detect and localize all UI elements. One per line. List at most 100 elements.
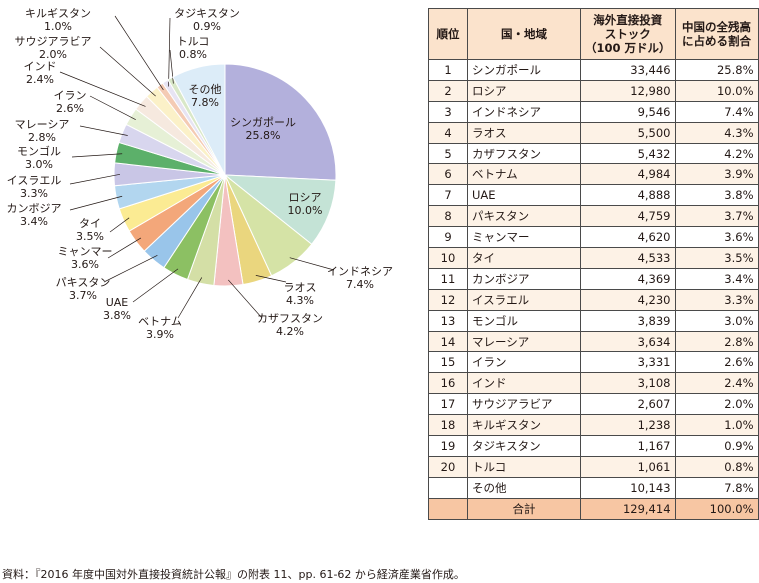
rank-cell: 11 — [428, 267, 468, 290]
stock-cell: 4,888 — [580, 184, 676, 207]
stock-cell: 4,230 — [580, 288, 676, 311]
slice-label: ラオス — [284, 281, 317, 294]
slice-percent-label: 0.8% — [179, 48, 207, 61]
header-stock-line-2: ストック — [604, 27, 651, 41]
rank-cell: 10 — [428, 247, 468, 269]
leader-line — [169, 49, 174, 84]
stock-cell: 4,620 — [580, 226, 676, 249]
source-note: 資料：『2016 年度中国対外直接投資統計公報』の附表 11、pp. 61-62… — [2, 568, 465, 581]
stock-cell: 33,446 — [580, 59, 676, 81]
table-row: 17 サウジアラビア 2,607 2.0% — [428, 393, 759, 416]
slice-percent-label: 1.0% — [44, 20, 72, 33]
share-cell: 7.8% — [674, 476, 759, 499]
country-cell: トルコ — [467, 455, 581, 478]
table-row: 13 モンゴル 3,839 3.0% — [428, 309, 759, 332]
rank-cell: 12 — [428, 288, 468, 311]
table-row: 12 イスラエル 4,230 3.3% — [428, 288, 759, 311]
country-cell: イラン — [467, 351, 581, 374]
rank-cell: 15 — [428, 351, 468, 374]
total-row: 合計 129,414 100.0% — [428, 497, 759, 520]
stock-cell: 10,143 — [580, 476, 676, 499]
slice-label: カザフスタン — [257, 312, 323, 325]
share-cell: 3.5% — [674, 247, 759, 269]
header-stock: 海外直接投資 ストック （100 万ドル） — [580, 8, 676, 60]
share-cell: 2.6% — [674, 351, 759, 374]
slice-label: シンガポール — [230, 116, 296, 129]
share-cell: 1.0% — [674, 414, 759, 437]
data-table: 順位 国・地域 海外直接投資 ストック （100 万ドル） 中国の全残高 に占め… — [428, 8, 759, 520]
rank-cell: 2 — [428, 79, 468, 102]
country-cell: キルギスタン — [467, 414, 581, 437]
slice-percent-label: 2.0% — [39, 48, 67, 61]
rank-cell: 5 — [428, 142, 468, 165]
slice-percent-label: 25.8% — [246, 129, 281, 142]
share-cell: 3.9% — [674, 163, 759, 186]
pie-slice — [172, 63, 226, 176]
slice-label: イラン — [54, 89, 87, 102]
rank-cell: 20 — [428, 455, 468, 478]
slice-label: マレーシア — [15, 118, 70, 131]
country-cell: イスラエル — [467, 288, 581, 311]
table-body: 1 シンガポール 33,446 25.8% 2 ロシア 12,980 10.0% 3 インドネシア… — [428, 59, 759, 499]
table-row: その他 10,143 7.8% — [428, 476, 759, 499]
slice-percent-label: 2.4% — [26, 73, 54, 86]
total-rank-cell — [428, 497, 468, 520]
leader-line — [99, 46, 156, 97]
slice-percent-label: 7.4% — [346, 278, 374, 291]
table-row: 7 UAE 4,888 3.8% — [428, 184, 759, 207]
slice-percent-label: 3.7% — [69, 289, 97, 302]
slice-percent-label: 3.0% — [25, 158, 53, 171]
country-cell: その他 — [467, 476, 581, 499]
rank-cell: 14 — [428, 330, 468, 353]
country-cell: カンボジア — [467, 267, 581, 290]
slice-percent-label: 3.6% — [71, 258, 99, 271]
slice-percent-label: 10.0% — [288, 204, 323, 217]
stock-cell: 4,759 — [580, 205, 676, 228]
header-share-line-2: に占める割合 — [682, 34, 752, 48]
country-cell: カザフスタン — [467, 142, 581, 165]
total-stock: 129,414 — [580, 497, 676, 520]
slice-label: サウジアラビア — [15, 35, 92, 48]
table-row: 19 タジキスタン 1,167 0.9% — [428, 435, 759, 457]
rank-cell: 19 — [428, 435, 468, 457]
leader-line — [107, 237, 142, 259]
slice-percent-label: 7.8% — [191, 96, 219, 109]
country-cell: パキスタン — [467, 205, 581, 228]
leader-line — [89, 95, 136, 120]
slice-percent-label: 2.6% — [56, 102, 84, 115]
country-cell: タジキスタン — [467, 435, 581, 457]
country-cell: モンゴル — [467, 309, 581, 332]
share-cell: 25.8% — [674, 59, 759, 81]
slice-label: トルコ — [177, 35, 210, 48]
slice-label: ミャンマー — [58, 245, 113, 258]
header-rank: 順位 — [428, 8, 468, 60]
leader-line — [109, 217, 130, 233]
table-row: 6 ベトナム 4,984 3.9% — [428, 163, 759, 186]
slice-label: インド — [24, 60, 57, 73]
table-row: 11 カンボジア 4,369 3.4% — [428, 267, 759, 290]
country-cell: インドネシア — [467, 100, 581, 123]
country-cell: ラオス — [467, 121, 581, 144]
table-row: 14 マレーシア 3,634 2.8% — [428, 330, 759, 353]
stock-cell: 1,167 — [580, 435, 676, 457]
header-country: 国・地域 — [467, 8, 581, 60]
slice-label: ベトナム — [138, 315, 182, 328]
share-cell: 3.8% — [674, 184, 759, 207]
leader-line — [59, 71, 146, 107]
slice-percent-label: 3.4% — [20, 215, 48, 228]
table-row: 4 ラオス 5,500 4.3% — [428, 121, 759, 144]
slice-label: カンボジア — [7, 202, 62, 215]
table-row: 8 パキスタン 4,759 3.7% — [428, 205, 759, 228]
share-cell: 2.0% — [674, 393, 759, 416]
rank-cell: 16 — [428, 372, 468, 395]
slice-percent-label: 4.2% — [276, 325, 304, 338]
share-cell: 0.9% — [674, 435, 759, 457]
country-cell: インド — [467, 372, 581, 395]
slice-label: ロシア — [289, 191, 322, 204]
table-row: 9 ミャンマー 4,620 3.6% — [428, 226, 759, 249]
slice-percent-label: 0.9% — [193, 20, 221, 33]
stock-cell: 4,533 — [580, 247, 676, 269]
share-cell: 3.7% — [674, 205, 759, 228]
slice-percent-label: 3.3% — [20, 187, 48, 200]
rank-cell: 18 — [428, 414, 468, 437]
